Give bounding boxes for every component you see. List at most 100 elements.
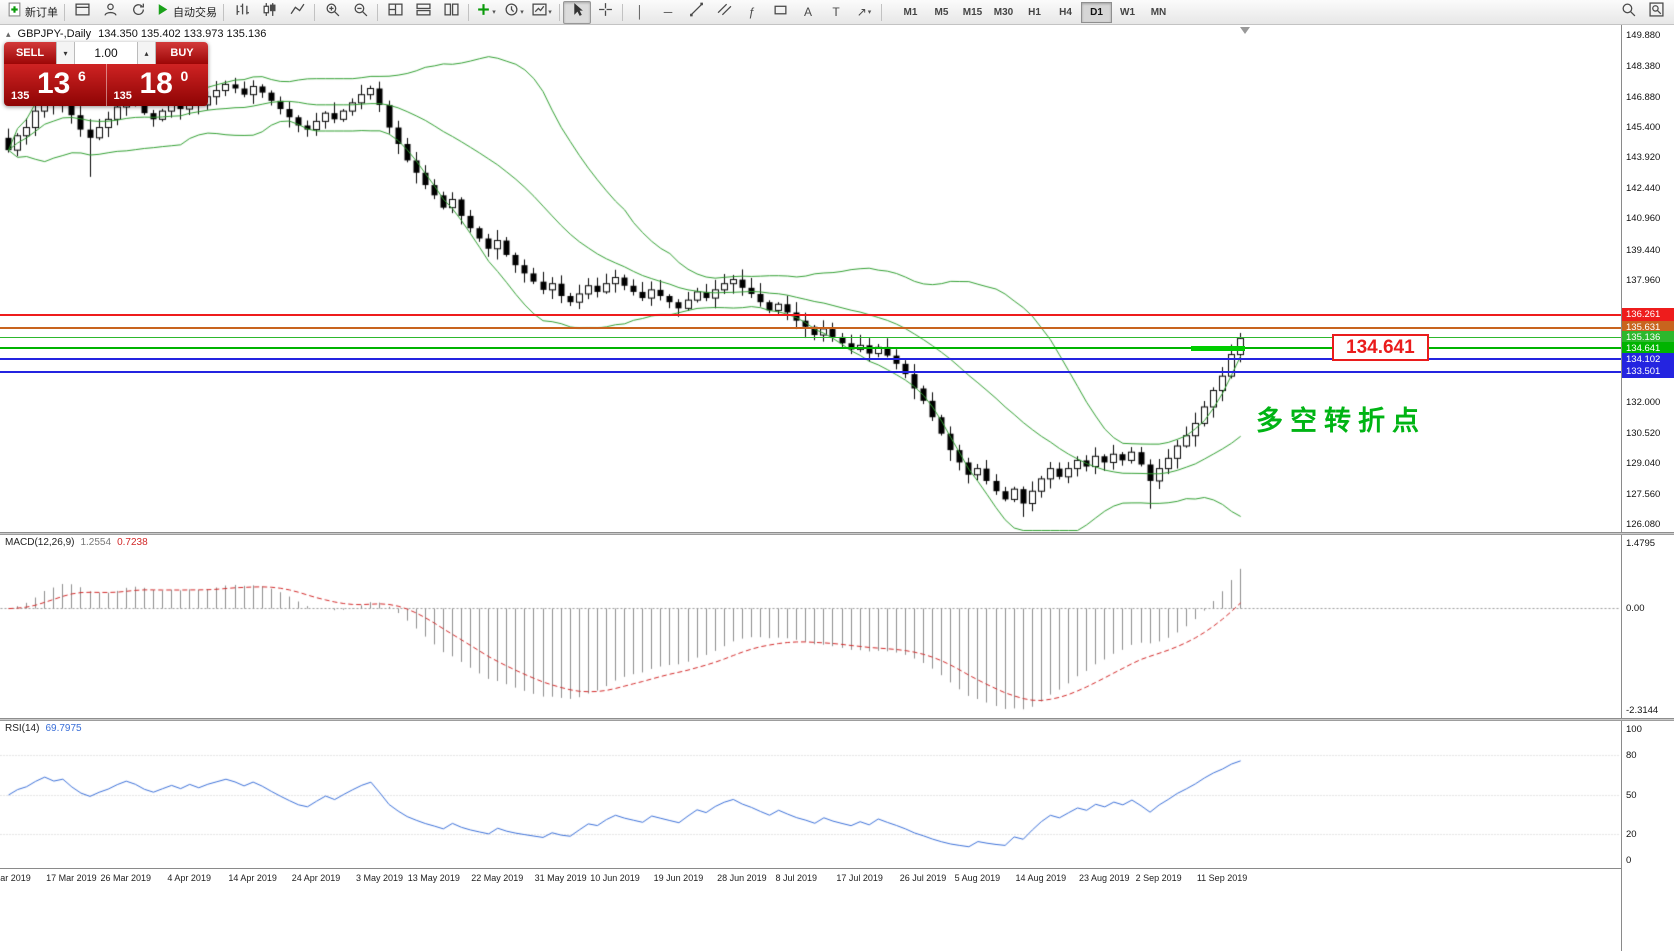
templates-button[interactable]: ▾ [528, 1, 556, 24]
hline-135.136[interactable] [0, 337, 1622, 339]
timeframe-m1-button[interactable]: M1 [903, 6, 918, 18]
search-button[interactable] [1614, 1, 1642, 24]
autotrading-button[interactable]: 自动交易 [152, 1, 220, 24]
price-tick: 137.960 [1626, 274, 1661, 286]
trendline-tool-button[interactable] [682, 1, 710, 24]
timeframe-d1-button[interactable]: D1 [1081, 1, 1112, 23]
hline-134.641[interactable] [0, 347, 1622, 350]
cursor-button[interactable] [563, 0, 591, 24]
pane-splitter[interactable] [0, 532, 1674, 535]
crosshair-button[interactable] [591, 1, 619, 24]
buy-price-handle: 135 [113, 90, 132, 102]
price-tick: 145.400 [1626, 122, 1661, 134]
timeframe-m15-button[interactable]: M15 [962, 6, 983, 18]
level-price-label[interactable]: 134.641 [1332, 334, 1429, 362]
label-tool-button[interactable]: T [822, 1, 850, 24]
date-tick: 10 Jun 2019 [590, 873, 640, 883]
zoom-in-button[interactable] [318, 1, 346, 24]
chevron-up-icon: ▴ [144, 48, 149, 58]
price-tag-135.136: 135.136 [1622, 331, 1674, 345]
date-tick: 2 Sep 2019 [1135, 873, 1182, 883]
shapes-tool-button[interactable] [766, 1, 794, 24]
date-tick: 17 Jul 2019 [836, 873, 883, 883]
date-tick: 22 May 2019 [471, 873, 524, 883]
chart-shift-marker[interactable] [1240, 27, 1250, 34]
hline-136.261[interactable] [0, 313, 1622, 316]
buy-button[interactable]: BUY [156, 42, 208, 64]
vertical-line-tool-button[interactable]: │ [626, 1, 654, 24]
new-order-button[interactable]: 新订单 [4, 1, 61, 24]
fibonacci-tool-button[interactable]: ƒ [738, 1, 766, 24]
timeframe-m5-button[interactable]: M5 [934, 6, 949, 18]
sell-price-pip: 6 [78, 68, 86, 84]
autotrading-icon [155, 2, 170, 22]
rsi-canvas[interactable] [0, 721, 1622, 868]
macd-scale-tick: 0.00 [1626, 603, 1645, 615]
toolbar-separator [622, 3, 623, 21]
equidistant-channel-tool-button[interactable] [710, 1, 738, 24]
arrows-tool-button[interactable]: ↗ ▾ [850, 1, 878, 24]
new-order-icon [7, 2, 22, 22]
timeframe-m30-button[interactable]: M30 [993, 6, 1014, 18]
macd-scale-tick: -2.3144 [1626, 705, 1659, 716]
tile-windows-button[interactable] [381, 1, 409, 24]
arrange-horizontal-button[interactable] [409, 1, 437, 24]
price-tick: 149.880 [1626, 30, 1661, 41]
pane-splitter[interactable] [0, 718, 1674, 721]
price-tag-136.261: 136.261 [1622, 308, 1674, 322]
trendline-tool-icon [689, 2, 704, 22]
hline-134.102[interactable] [0, 358, 1622, 361]
timeframe-bar: M1 M5 M15 M30 H1 H4 D1 W1 MN [895, 1, 1174, 23]
macd-pane: MACD(12,26,9) 1.2554 0.7238 [0, 535, 1674, 718]
price-pane: 134.641 多空转折点 ▴ GBPJPY-,Daily 134.350 13… [0, 25, 1674, 532]
arrange-vertical-icon [443, 2, 459, 22]
macd-canvas[interactable] [0, 535, 1622, 718]
buy-price[interactable]: 135 18 0 [107, 64, 209, 106]
candle-chart-button[interactable] [255, 1, 283, 24]
zoom-out-button[interactable] [346, 1, 374, 24]
popup-prices-button[interactable] [1642, 1, 1670, 24]
sell-button[interactable]: SELL [4, 42, 56, 64]
chart-ohlc-header: ▴ GBPJPY-,Daily 134.350 135.402 133.973 … [6, 28, 266, 40]
line-chart-icon [290, 2, 305, 22]
refresh-button[interactable] [124, 1, 152, 24]
price-scale[interactable]: 136.261 135.631 135.136 134.641 134.102 133.5… [1621, 25, 1674, 951]
price-tick: 146.880 [1626, 91, 1661, 103]
arrows-tool-icon: ↗ [856, 5, 867, 19]
toolbar-separator [559, 3, 560, 21]
dropdown-arrow-icon: ▾ [492, 9, 496, 16]
support-highlight-segment[interactable] [1190, 345, 1246, 351]
collapse-panel-icon[interactable]: ▴ [6, 28, 11, 39]
date-tick: 24 Apr 2019 [291, 873, 341, 883]
price-chart-canvas[interactable] [0, 25, 1622, 532]
vertical-line-tool-icon: │ [636, 5, 644, 19]
hline-133.501[interactable] [0, 370, 1622, 373]
periods-button[interactable]: ▾ [500, 1, 528, 24]
lot-size-input[interactable]: 1.00 [75, 42, 137, 64]
zoom-in-icon [325, 2, 340, 22]
text-tool-button[interactable]: A [794, 1, 822, 24]
profiles-icon [103, 2, 118, 22]
timeframe-h4-button[interactable]: H4 [1059, 6, 1072, 18]
profiles-button[interactable] [96, 1, 124, 24]
price-tick: 130.520 [1626, 427, 1661, 439]
date-tick: 28 Jun 2019 [717, 873, 767, 883]
bar-chart-button[interactable] [227, 1, 255, 24]
arrange-vertical-button[interactable] [437, 1, 465, 24]
horizontal-line-tool-button[interactable]: ─ [654, 1, 682, 24]
line-chart-button[interactable] [283, 1, 311, 24]
lot-increase-button[interactable]: ▴ [137, 42, 156, 64]
hline-135.631[interactable] [0, 326, 1622, 329]
sell-price[interactable]: 135 13 6 [4, 64, 107, 106]
timeframe-mn-button[interactable]: MN [1150, 6, 1167, 18]
charts-button[interactable] [68, 1, 96, 24]
date-tick: 19 Jun 2019 [653, 873, 704, 883]
toolbar-separator [881, 3, 882, 21]
price-tick: 140.960 [1626, 213, 1661, 225]
indicators-button[interactable]: ▾ [472, 1, 500, 24]
timeframe-h1-button[interactable]: H1 [1028, 6, 1041, 18]
lot-decrease-button[interactable]: ▾ [56, 42, 75, 64]
timeframe-w1-button[interactable]: W1 [1120, 6, 1135, 18]
bar-chart-icon [234, 2, 249, 22]
